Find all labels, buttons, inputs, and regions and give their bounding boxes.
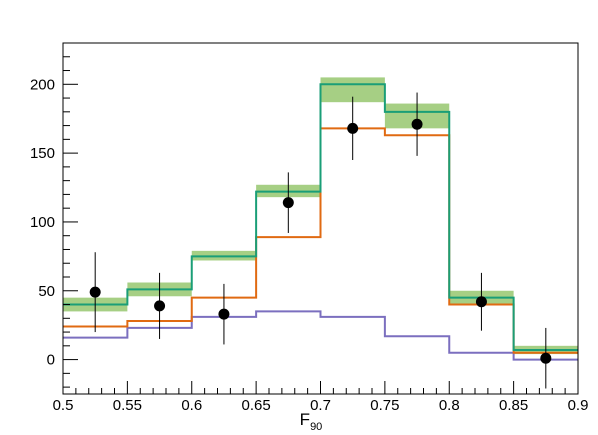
x-tick-label: 0.65 (242, 397, 271, 414)
y-tick-label: 50 (38, 283, 55, 300)
x-axis-label: F90 (300, 410, 323, 433)
data-point-4 (347, 122, 359, 134)
data-point-1 (154, 300, 166, 312)
x-tick-label: 0.7 (310, 397, 331, 414)
x-tick-label: 0.9 (568, 397, 589, 414)
y-tick-label: 200 (30, 76, 55, 93)
y-tick-label: 150 (30, 145, 55, 162)
x-axis-ticks: 0.5 0.55 0.6 0.65 0.7 0.75 0.8 0.85 0.9 (53, 381, 589, 414)
x-tick-label: 0.5 (53, 397, 74, 414)
x-tick-label: 0.6 (181, 397, 202, 414)
data-point-7 (540, 352, 552, 364)
data-point-0 (89, 286, 101, 298)
x-tick-label: 0.55 (113, 397, 142, 414)
y-axis-ticks: 0 50 100 150 200 (30, 56, 78, 388)
x-tick-label: 0.85 (499, 397, 528, 414)
data-point-2 (218, 308, 230, 320)
data-point-3 (282, 197, 294, 209)
data-point-5 (411, 118, 423, 130)
x-tick-label: 0.75 (370, 397, 399, 414)
data-point-6 (475, 296, 487, 308)
data-points (89, 92, 552, 389)
y-tick-label: 0 (47, 352, 55, 369)
y-tick-label: 100 (30, 214, 55, 231)
x-tick-label: 0.8 (439, 397, 460, 414)
